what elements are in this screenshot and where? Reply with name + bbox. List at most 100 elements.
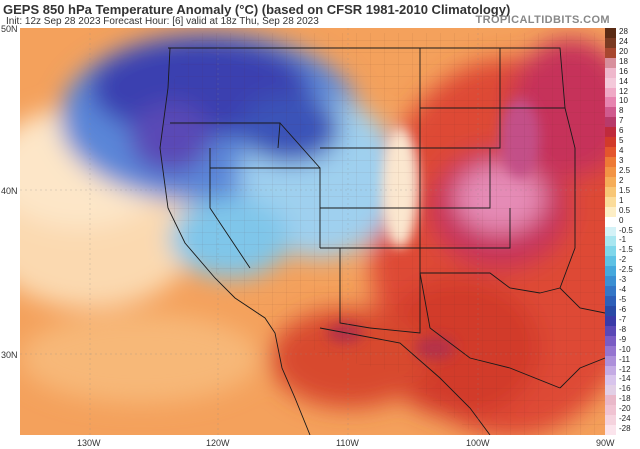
legend-label: 24 (619, 36, 628, 46)
legend-swatch (605, 57, 616, 68)
legend-label: -1.5 (619, 245, 633, 255)
legend-label: 0 (619, 215, 624, 225)
legend-swatch (605, 425, 616, 435)
legend-label: 16 (619, 66, 628, 76)
legend-swatch (605, 305, 616, 316)
legend-label: -6 (619, 304, 627, 314)
legend-label: 4 (619, 146, 624, 156)
legend-entry: 6 (605, 126, 640, 138)
legend-label: 28 (619, 27, 628, 36)
legend-entry: -2.5 (605, 265, 640, 277)
legend-label: -8 (619, 324, 627, 334)
legend-entry: 10 (605, 96, 640, 108)
legend-swatch (605, 127, 616, 138)
legend-entry: -6 (605, 304, 640, 316)
legend-swatch (605, 107, 616, 118)
lon-label-110w: 110W (336, 438, 359, 448)
color-legend: 28 24 20 18 16 14 12 10 8 7 6 5 4 3 2.5 2 1.5 1 0.5 0 -0.5 -1… (605, 27, 640, 435)
legend-entry: 16 (605, 66, 640, 78)
legend-swatch (605, 236, 616, 247)
legend-entry: -5 (605, 295, 640, 306)
legend-entry: 28 (605, 27, 640, 38)
legend-label: -16 (619, 384, 631, 394)
legend-swatch (605, 186, 616, 197)
legend-entry: -7 (605, 314, 640, 326)
legend-label: 20 (619, 46, 628, 56)
legend-entry: -24 (605, 414, 640, 426)
legend-label: 5 (619, 136, 624, 146)
legend-label: -28 (619, 424, 631, 434)
legend-swatch (605, 28, 616, 38)
legend-swatch (605, 256, 616, 267)
legend-swatch (605, 117, 616, 128)
lon-label-130w: 130W (77, 438, 101, 448)
legend-entry: 5 (605, 136, 640, 148)
legend-entry: -2 (605, 255, 640, 267)
legend-swatch (605, 296, 616, 306)
legend-swatch (605, 77, 616, 88)
legend-entry: -11 (605, 355, 640, 366)
legend-label: 3 (619, 156, 624, 166)
lon-label-120w: 120W (206, 438, 230, 448)
legend-label: -9 (619, 334, 627, 344)
legend-entry: -16 (605, 384, 640, 396)
legend-label: -20 (619, 404, 631, 414)
legend-swatch (605, 87, 616, 98)
legend-entry: 2 (605, 175, 640, 187)
legend-label: 2 (619, 175, 624, 185)
legend-label: -18 (619, 394, 631, 404)
anomaly-field (20, 28, 605, 435)
legend-entry: -4 (605, 285, 640, 297)
legend-entry: -1.5 (605, 245, 640, 257)
legend-entry: -20 (605, 404, 640, 416)
legend-entry: -8 (605, 324, 640, 336)
legend-label: -24 (619, 414, 631, 424)
forecast-info: Init: 12z Sep 28 2023 Forecast Hour: [6]… (6, 16, 319, 27)
legend-swatch (605, 315, 616, 326)
legend-label: -4 (619, 285, 627, 295)
legend-entry: 4 (605, 146, 640, 158)
legend-label: 14 (619, 76, 628, 86)
legend-label: 6 (619, 126, 624, 136)
legend-swatch (605, 147, 616, 158)
legend-swatch (605, 97, 616, 108)
legend-entry: -1 (605, 235, 640, 247)
legend-swatch (605, 276, 616, 287)
legend-entry: 24 (605, 36, 640, 48)
legend-label: -0.5 (619, 225, 633, 235)
legend-entry: -14 (605, 374, 640, 386)
lat-label-40n: 40N (1, 186, 18, 196)
legend-label: 18 (619, 56, 628, 66)
lat-label-30n: 30N (1, 350, 18, 360)
legend-swatch (605, 157, 616, 167)
legend-entry: 12 (605, 87, 640, 98)
legend-label: 10 (619, 96, 628, 106)
legend-swatch (605, 405, 616, 416)
legend-swatch (605, 67, 616, 78)
legend-entry: 14 (605, 76, 640, 88)
legend-entry: 20 (605, 46, 640, 58)
legend-label: -2.5 (619, 265, 633, 275)
legend-swatch (605, 226, 616, 237)
legend-entry: 3 (605, 156, 640, 167)
legend-swatch (605, 196, 616, 207)
legend-swatch (605, 246, 616, 257)
legend-swatch (605, 47, 616, 58)
legend-label: 2.5 (619, 165, 631, 175)
legend-swatch (605, 137, 616, 148)
legend-label: -3 (619, 275, 627, 285)
legend-swatch (605, 286, 616, 297)
legend-label: 8 (619, 106, 624, 116)
legend-entry: -3 (605, 275, 640, 287)
legend-swatch (605, 206, 616, 217)
chart-title: GEPS 850 hPa Temperature Anomaly (°C) (b… (3, 2, 511, 17)
legend-entry: 18 (605, 56, 640, 68)
legend-entry: -9 (605, 334, 640, 346)
legend-entry: 1.5 (605, 186, 640, 197)
legend-entry: 8 (605, 106, 640, 118)
legend-entry: 0.5 (605, 206, 640, 217)
legend-label: -7 (619, 314, 627, 324)
legend-entry: -28 (605, 424, 640, 435)
legend-entry: 1 (605, 196, 640, 207)
legend-entry: -10 (605, 345, 640, 356)
